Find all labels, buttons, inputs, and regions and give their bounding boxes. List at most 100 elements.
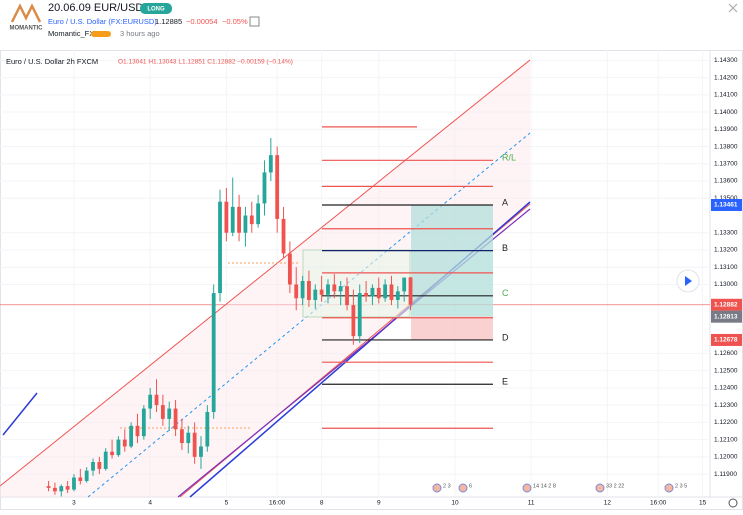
event-label[interactable]: 6 xyxy=(469,483,472,489)
y-tick-label: 1.14200 xyxy=(714,74,738,81)
profit-zone xyxy=(411,204,493,317)
author[interactable]: Momantic_FX xyxy=(48,29,94,38)
y-tick-label: 1.13600 xyxy=(714,178,738,185)
close-button[interactable] xyxy=(728,3,738,13)
price-label: 1.12678 xyxy=(714,337,738,344)
y-tick-label: 1.12300 xyxy=(714,402,738,409)
y-tick-label: 1.12000 xyxy=(714,454,738,461)
level-label: A xyxy=(502,197,508,207)
candle-body xyxy=(186,432,191,444)
level-label: B xyxy=(502,243,508,253)
candle-body xyxy=(116,439,121,456)
candle-body xyxy=(91,462,95,471)
y-tick-label: 1.12400 xyxy=(714,385,738,392)
y-tick-label: 1.13800 xyxy=(714,143,738,150)
candle-body xyxy=(332,284,337,292)
price-label-bg xyxy=(711,310,742,323)
candle-body xyxy=(72,477,76,490)
y-tick-label: 1.12100 xyxy=(714,436,738,443)
x-tick-label: 11 xyxy=(528,500,535,507)
candle-body xyxy=(122,439,127,447)
price-label: 1.13461 xyxy=(714,202,738,209)
channel-upper xyxy=(0,59,531,487)
candle-body xyxy=(243,215,248,233)
candle-body xyxy=(275,155,280,219)
trend-line xyxy=(2,392,38,436)
candle-body xyxy=(230,206,235,233)
price-label: 1.12882 xyxy=(714,302,738,309)
candle-body xyxy=(192,432,197,457)
long-position xyxy=(411,204,493,340)
range-box xyxy=(302,249,411,318)
candle-body xyxy=(224,201,229,233)
candle-body xyxy=(364,293,368,297)
candle-body xyxy=(148,394,153,409)
x-tick-label: 5 xyxy=(225,500,229,507)
idea-title: 20.06.09 EUR/USD xyxy=(48,2,143,14)
candle-body xyxy=(326,284,330,295)
settings-icon[interactable] xyxy=(728,498,738,508)
price: 1.12885 xyxy=(155,17,182,26)
candle-body xyxy=(408,277,413,305)
y-tick-label: 1.12500 xyxy=(714,367,738,374)
candle-body xyxy=(135,425,140,437)
x-tick-label: 8 xyxy=(320,500,324,507)
candle-body xyxy=(59,486,64,492)
y-tick-label: 1.14300 xyxy=(714,57,738,64)
logo-text: MOMANTIC xyxy=(10,26,44,32)
change: −0.00054 xyxy=(186,17,218,26)
legend-ohlc: O1.13041 H1.13043 L1.12851 C1.12882 −0.0… xyxy=(118,59,293,66)
y-tick-label: 1.13000 xyxy=(714,281,738,288)
event-label[interactable]: 14 14 2 8 xyxy=(533,483,556,489)
candle-body xyxy=(313,289,318,300)
candle-body xyxy=(237,206,241,233)
candle-body xyxy=(307,280,311,300)
y-tick-label: 1.13100 xyxy=(714,264,738,271)
candle-body xyxy=(154,394,159,406)
level-label: C xyxy=(502,288,509,298)
candle-body xyxy=(218,201,222,294)
candle-body xyxy=(103,451,108,469)
candle-body xyxy=(167,408,172,419)
candle-body xyxy=(84,470,89,481)
candle-body xyxy=(249,215,254,225)
candle-body xyxy=(110,451,114,456)
event-label[interactable]: 2 3 xyxy=(443,483,451,489)
candle-body xyxy=(199,446,203,457)
x-tick-label: 16:00 xyxy=(269,500,286,507)
event-icon xyxy=(522,483,532,493)
candle-body xyxy=(345,286,349,306)
candle-body xyxy=(256,203,261,225)
candles xyxy=(46,137,413,497)
change-pct: −0.05% xyxy=(222,17,248,26)
candle-body xyxy=(357,293,362,337)
candle-body xyxy=(300,280,305,299)
candle-body xyxy=(53,487,57,492)
x-tick-label: 9 xyxy=(377,500,381,507)
event-icon xyxy=(458,483,468,493)
y-tick-label: 1.14000 xyxy=(714,109,738,116)
share-icon[interactable] xyxy=(249,16,260,27)
header: MOMANTIC 20.06.09 EUR/USD LONG Euro / U.… xyxy=(10,2,738,38)
event-label[interactable]: 33 2 22 xyxy=(606,483,624,489)
loss-zone xyxy=(411,316,493,340)
logo-mark xyxy=(10,3,42,23)
candle-body xyxy=(173,408,178,430)
price-label-bg xyxy=(711,333,742,346)
candle-body xyxy=(319,289,324,295)
candle-body xyxy=(46,486,51,488)
y-tick-label: 1.12600 xyxy=(714,350,738,357)
symbol-link[interactable]: Euro / U.S. Dollar (FX:EURUSD) xyxy=(48,17,157,26)
candle-body xyxy=(287,253,292,285)
event-label[interactable]: 2 3 5 xyxy=(675,483,687,489)
levels: R/L A B C D E xyxy=(322,126,516,429)
candle-body xyxy=(211,293,216,413)
candle-body xyxy=(281,218,286,254)
candle-body xyxy=(78,477,83,481)
candle-body xyxy=(389,284,394,300)
y-tick-label: 1.14100 xyxy=(714,92,738,99)
y-tick-label: 1.13500 xyxy=(714,195,738,202)
channel-fill xyxy=(0,60,530,497)
candle-body xyxy=(395,291,400,300)
